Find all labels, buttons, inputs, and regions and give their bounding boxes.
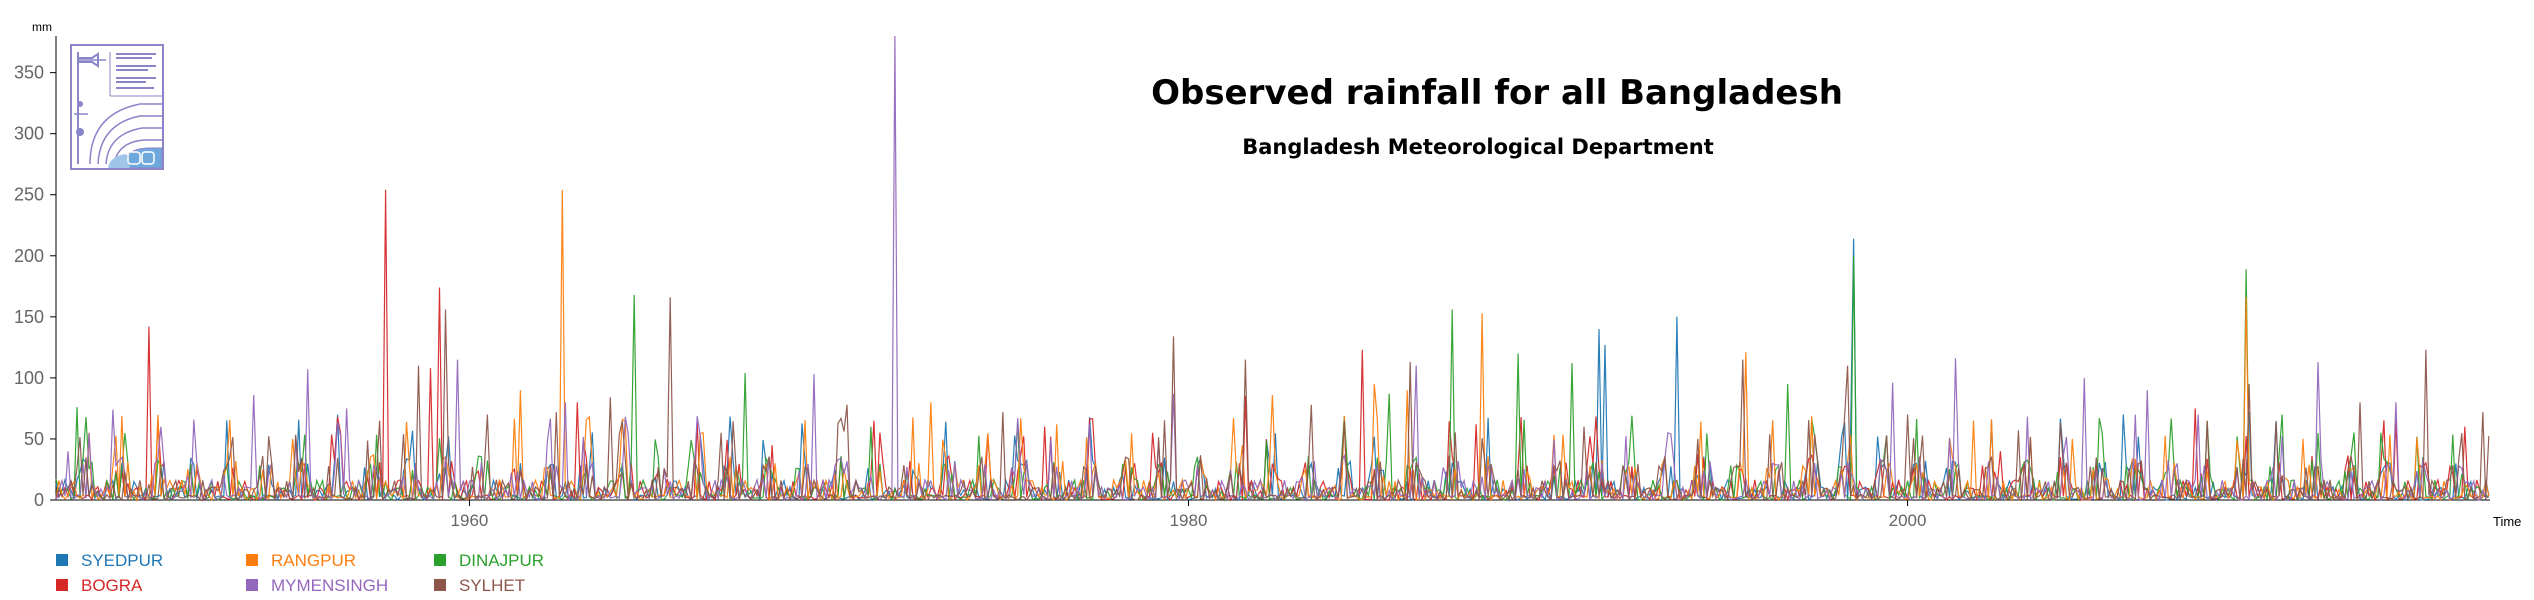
y-axis-label: mm bbox=[32, 20, 52, 34]
y-tick-label: 150 bbox=[14, 307, 44, 327]
y-tick-label: 100 bbox=[14, 368, 44, 388]
y-tick-label: 300 bbox=[14, 124, 44, 144]
x-tick-label: 1980 bbox=[1170, 511, 1208, 530]
series-line-rangpur bbox=[55, 189, 2490, 503]
y-tick-label: 350 bbox=[14, 63, 44, 83]
series-line-dinajpur bbox=[55, 255, 2490, 503]
x-tick-label: 1960 bbox=[451, 511, 489, 530]
legend-item-bogra[interactable]: BOGRA bbox=[81, 576, 143, 595]
legend-swatch bbox=[434, 554, 446, 566]
legend-item-dinajpur[interactable]: DINAJPUR bbox=[459, 551, 544, 570]
legend-item-sylhet[interactable]: SYLHET bbox=[459, 576, 525, 595]
legend-swatch bbox=[246, 579, 258, 591]
series-line-sylhet bbox=[55, 297, 2490, 502]
y-tick-label: 50 bbox=[24, 429, 44, 449]
legend-item-syedpur[interactable]: SYEDPUR bbox=[81, 551, 163, 570]
x-tick-label: 2000 bbox=[1889, 511, 1927, 530]
legend-swatch bbox=[246, 554, 258, 566]
legend-item-mymensingh[interactable]: MYMENSINGH bbox=[271, 576, 388, 595]
legend: SYEDPUR BOGRA RANGPUR MYMENSINGH DINAJPUR SYL… bbox=[56, 551, 544, 595]
y-tick-label: 0 bbox=[34, 490, 44, 510]
legend-item-rangpur[interactable]: RANGPUR bbox=[271, 551, 356, 570]
axis-layer: mm Time 0 50 100 150 200 250 300 350 1960 1980 20… bbox=[14, 20, 2521, 530]
series-layer bbox=[55, 35, 2490, 503]
y-tick-label: 250 bbox=[14, 185, 44, 205]
bmd-logo bbox=[70, 44, 164, 170]
legend-swatch bbox=[56, 579, 68, 591]
chart-title: Observed rainfall for all Bangladesh bbox=[1151, 73, 1843, 113]
legend-swatch bbox=[56, 554, 68, 566]
x-axis-label: Time bbox=[2493, 514, 2521, 529]
series-line-bogra bbox=[55, 189, 2490, 503]
y-tick-label: 200 bbox=[14, 246, 44, 266]
legend-swatch bbox=[434, 579, 446, 591]
chart-subtitle: Bangladesh Meteorological Department bbox=[1242, 135, 1714, 159]
series-line-mymensingh bbox=[55, 35, 2489, 502]
